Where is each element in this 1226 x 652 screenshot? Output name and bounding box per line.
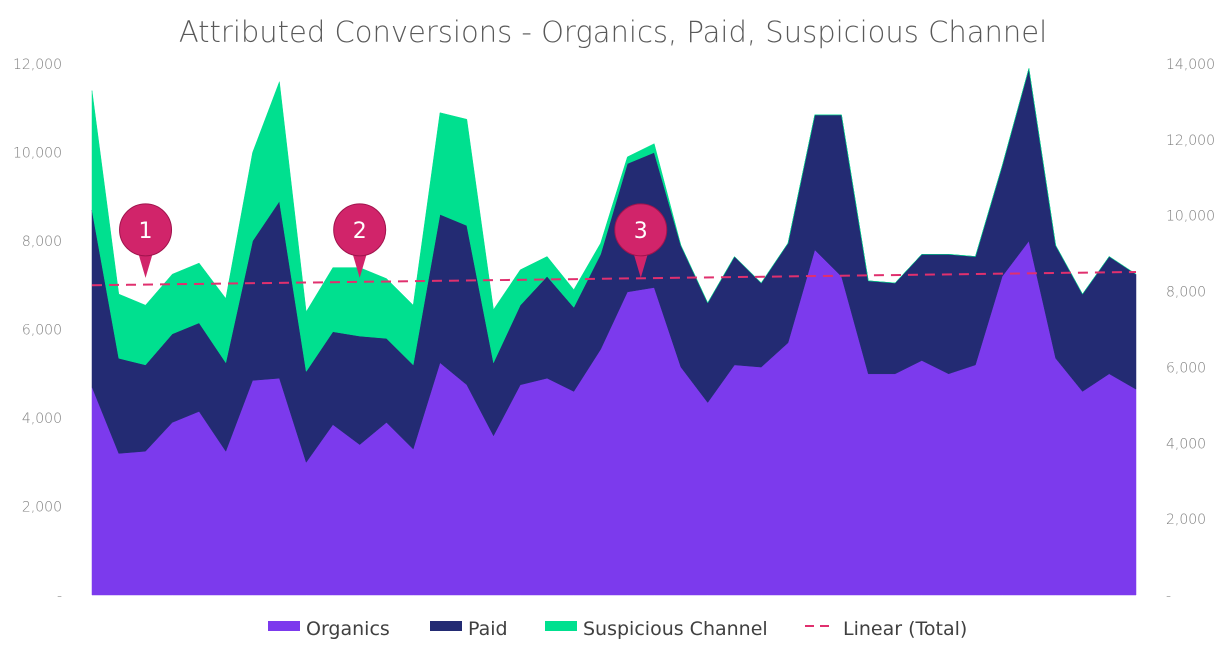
y2-tick-label: 4,000 bbox=[1166, 436, 1206, 452]
marker-label: 2 bbox=[353, 219, 367, 244]
annotation-marker-1: 1 bbox=[119, 203, 173, 278]
legend-item-organics: Organics bbox=[268, 618, 390, 640]
y-tick-label: 4,000 bbox=[22, 411, 62, 427]
y-tick-label: 8,000 bbox=[22, 234, 62, 250]
legend-label: Organics bbox=[306, 618, 390, 640]
area-suspicious-channel bbox=[91, 68, 1137, 373]
y2-tick-label: 8,000 bbox=[1166, 285, 1206, 301]
y-tick-label: 10,000 bbox=[13, 146, 62, 162]
legend: Organics Paid Suspicious Channel Linear (To… bbox=[268, 618, 967, 640]
area-layer bbox=[91, 68, 1137, 596]
annotation-marker-3: 3 bbox=[614, 203, 668, 278]
y2-tick-label: 10,000 bbox=[1166, 209, 1215, 225]
legend-item-linear-total: Linear (Total) bbox=[805, 618, 967, 640]
y-tick-label: 2,000 bbox=[22, 500, 62, 516]
y-tick-label: 12,000 bbox=[13, 57, 62, 73]
trendline-layer bbox=[91, 270, 1137, 287]
y-axis-left: - 2,000 4,000 6,000 8,000 10,000 12,000 bbox=[13, 57, 62, 604]
y2-tick-label: 14,000 bbox=[1166, 57, 1215, 73]
y2-tick-label: 6,000 bbox=[1166, 360, 1206, 376]
legend-item-paid: Paid bbox=[430, 618, 508, 640]
trendline-linear-total bbox=[91, 270, 1137, 287]
legend-item-suspicious-channel: Suspicious Channel bbox=[545, 618, 768, 640]
legend-swatch bbox=[268, 621, 300, 631]
legend-swatch bbox=[430, 621, 462, 631]
y2-tick-label: - bbox=[1166, 588, 1171, 604]
marker-bubble bbox=[333, 203, 387, 257]
y-tick-label: 6,000 bbox=[22, 323, 62, 339]
annotation-marker-2: 2 bbox=[333, 203, 387, 278]
marker-label: 1 bbox=[139, 219, 153, 244]
y2-tick-label: 12,000 bbox=[1166, 133, 1215, 149]
y-axis-right: - 2,000 4,000 6,000 8,000 10,000 12,000 14,000 bbox=[1166, 57, 1215, 604]
legend-label: Paid bbox=[468, 618, 508, 640]
marker-bubble bbox=[119, 203, 173, 257]
marker-bubble bbox=[614, 203, 668, 257]
annotation-markers: 1 2 3 bbox=[119, 203, 668, 278]
y2-tick-label: 2,000 bbox=[1166, 512, 1206, 528]
y-tick-label: - bbox=[57, 588, 62, 604]
marker-label: 3 bbox=[634, 219, 648, 244]
chart-title: Attributed Conversions - Organics, Paid,… bbox=[179, 15, 1047, 49]
legend-label: Linear (Total) bbox=[843, 618, 967, 640]
legend-label: Suspicious Channel bbox=[583, 618, 768, 640]
legend-swatch bbox=[545, 621, 577, 631]
